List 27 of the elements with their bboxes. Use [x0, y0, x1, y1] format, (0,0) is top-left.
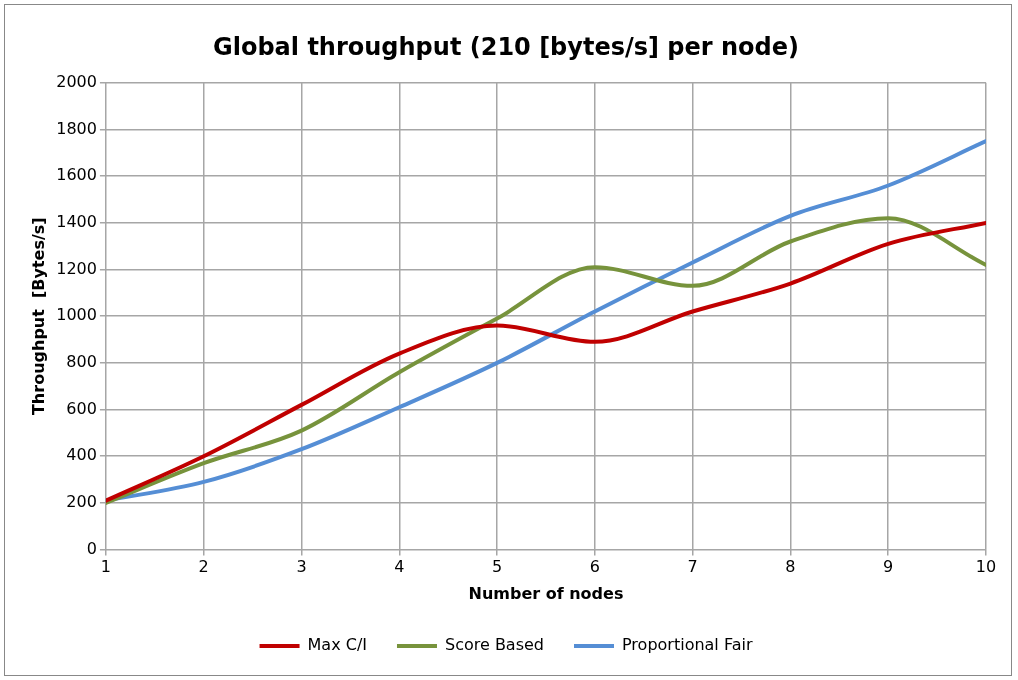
y-tick-label: 200 [66, 492, 97, 512]
x-tick-label: 3 [296, 557, 307, 577]
x-tick-label: 4 [394, 557, 405, 577]
x-tick-label: 8 [785, 557, 796, 577]
y-tick-label: 1600 [56, 165, 97, 185]
x-tick-label: 5 [491, 557, 503, 577]
x-tick-label: 6 [589, 557, 600, 577]
x-tick-label: 10 [975, 557, 997, 577]
x-tick-label: 7 [687, 557, 698, 577]
x-axis-title: Number of nodes [468, 583, 624, 603]
y-tick-label: 600 [66, 398, 97, 418]
y-tick-label: 1200 [56, 258, 97, 278]
y-tick-label: 2000 [56, 71, 97, 91]
chart-title: Global throughput (210 [bytes/s] per node) [213, 32, 799, 61]
y-tick-label: 400 [66, 445, 97, 465]
y-tick-label: 1000 [56, 305, 97, 325]
x-tick-label: 1 [100, 557, 112, 577]
legend-label: Max C/I [307, 635, 367, 655]
legend-label: Proportional Fair [622, 635, 753, 655]
y-tick-label: 0 [86, 538, 97, 558]
y-axis-title: Throughput [Bytes/s] [28, 217, 48, 416]
y-tick-label: 800 [66, 352, 97, 372]
x-tick-label: 9 [883, 557, 894, 577]
y-tick-label: 1800 [56, 118, 97, 138]
y-tick-label: 1400 [56, 212, 97, 231]
legend-label: Score Based [444, 635, 544, 655]
x-tick-label: 2 [198, 557, 209, 577]
